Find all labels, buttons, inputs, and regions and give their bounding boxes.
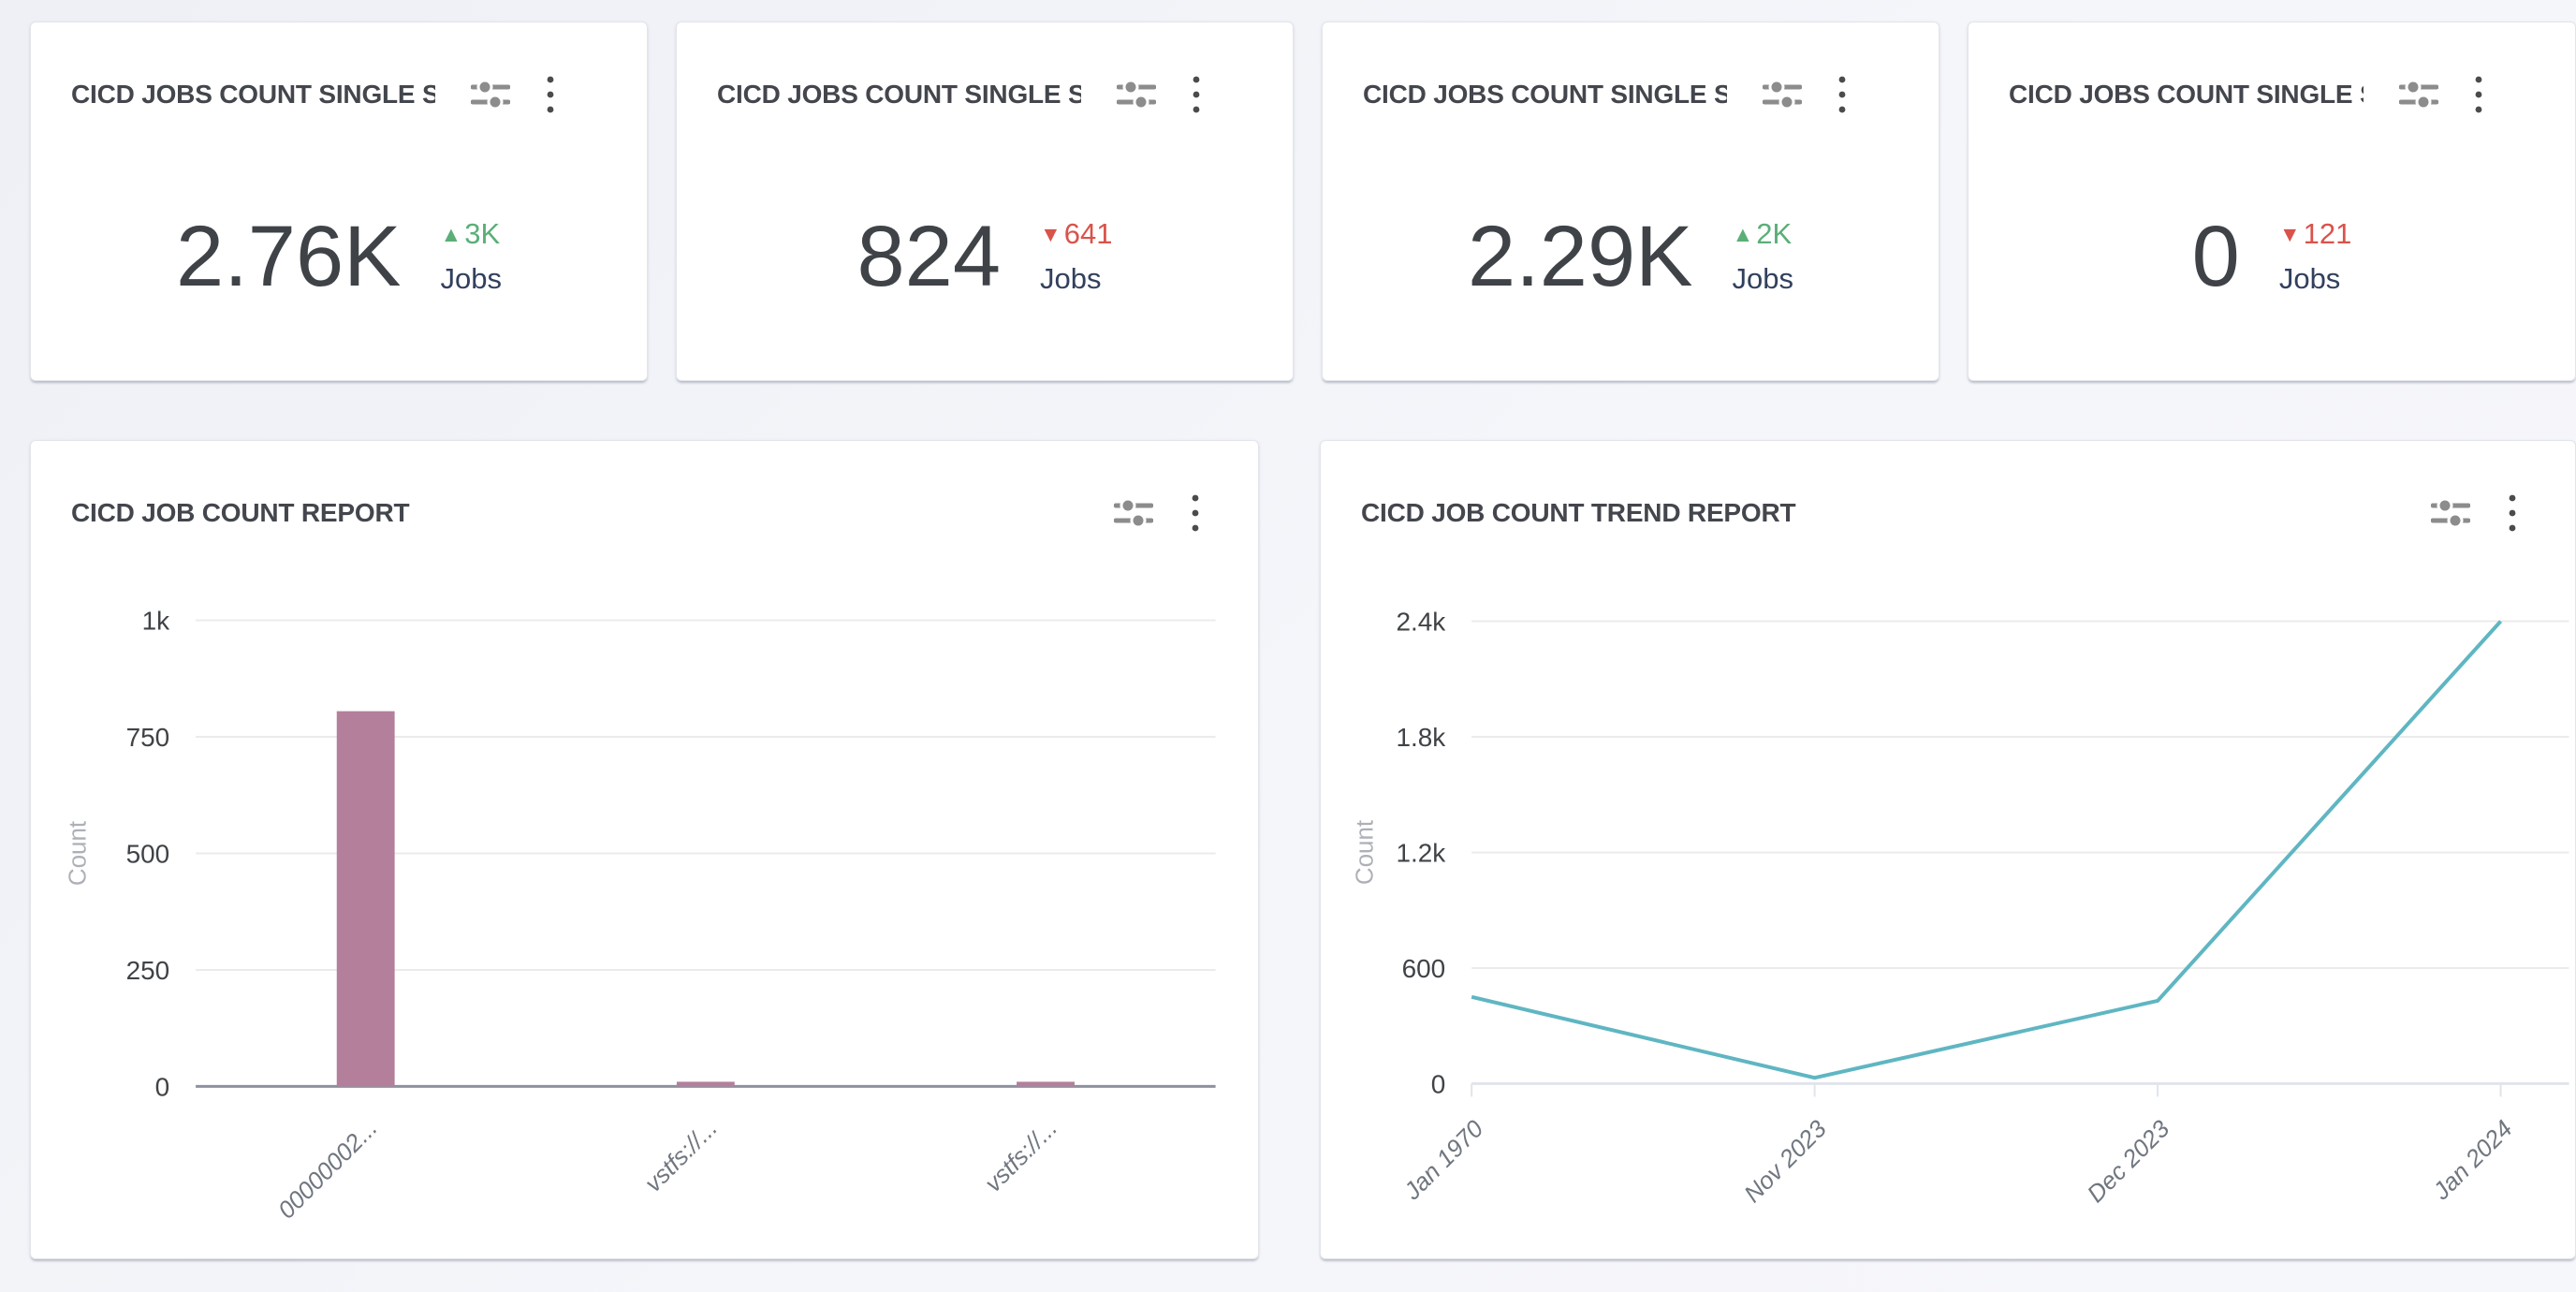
kebab-menu-icon[interactable] — [2508, 493, 2517, 533]
unit-label: Jobs — [2278, 262, 2341, 295]
line-chart: 0 600 1.2k 1.8k 2.4k Count Jan 1970 Nov 2023 Dec… — [1352, 608, 2569, 1208]
svg-text:Jan 2024: Jan 2024 — [2428, 1116, 2518, 1206]
svg-text:250: 250 — [126, 956, 170, 985]
kpi-card-1: CICD JOBS COUNT SINGLE S... 2.76K ▲ 3K Jo… — [30, 22, 648, 381]
bar-chart-card: CICD JOB COUNT REPORT 0 250 500 750 1k Count 0… — [30, 440, 1259, 1259]
line-chart-title: CICD JOB COUNT TREND REPORT — [1361, 498, 1796, 527]
kpi-card-1-body: 2.76K ▲ 3K Jobs — [31, 212, 647, 302]
kebab-menu-icon[interactable] — [1192, 75, 1201, 114]
svg-text:Jan 1970: Jan 1970 — [1398, 1115, 1488, 1205]
svg-text:1k: 1k — [142, 607, 170, 636]
svg-text:00000002...: 00000002... — [273, 1115, 383, 1225]
svg-text:Nov 2023: Nov 2023 — [1740, 1115, 1833, 1208]
svg-text:Dec 2023: Dec 2023 — [2083, 1115, 2175, 1208]
svg-text:750: 750 — [126, 723, 170, 752]
kebab-menu-icon[interactable] — [546, 75, 555, 114]
svg-text:0: 0 — [1431, 1069, 1446, 1098]
kpi-card-3-header: CICD JOBS COUNT SINGLE S... — [1323, 22, 1939, 114]
svg-text:vstfs://...: vstfs://... — [640, 1115, 723, 1197]
svg-text:0: 0 — [155, 1072, 170, 1101]
kebab-menu-icon[interactable] — [1837, 75, 1847, 114]
bar-chart-title: CICD JOB COUNT REPORT — [71, 498, 410, 527]
filter-sliders-icon[interactable] — [471, 77, 510, 112]
kebab-menu-icon[interactable] — [2474, 75, 2483, 114]
trend-delta: ▼ 641 — [1040, 217, 1113, 250]
svg-text:Count: Count — [65, 820, 91, 886]
filter-sliders-icon[interactable] — [1114, 495, 1153, 531]
trend-arrow-icon: ▲ — [440, 221, 462, 246]
svg-text:2.4k: 2.4k — [1396, 608, 1445, 637]
filter-sliders-icon[interactable] — [2399, 77, 2438, 112]
unit-label: Jobs — [1732, 262, 1793, 295]
trend-delta: ▼ 121 — [2278, 217, 2352, 250]
kpi-card-1-title: CICD JOBS COUNT SINGLE S... — [71, 80, 435, 109]
kpi-card-2-header: CICD JOBS COUNT SINGLE S... — [677, 22, 1293, 114]
svg-text:600: 600 — [1402, 954, 1446, 983]
svg-text:1.2k: 1.2k — [1396, 838, 1445, 867]
filter-sliders-icon[interactable] — [1117, 77, 1156, 112]
kpi-card-4-title: CICD JOBS COUNT SINGLE S... — [2009, 80, 2364, 109]
kpi-card-2-body: 824 ▼ 641 Jobs — [677, 212, 1293, 302]
kpi-value: 824 — [856, 209, 1002, 304]
kpi-card-3: CICD JOBS COUNT SINGLE S... 2.29K ▲ 2K Jo… — [1322, 22, 1939, 381]
trend-delta: ▲ 2K — [1732, 217, 1793, 250]
kpi-card-3-body: 2.29K ▲ 2K Jobs — [1323, 212, 1939, 302]
kebab-menu-icon[interactable] — [1191, 493, 1200, 533]
kpi-card-4: CICD JOBS COUNT SINGLE S... 0 ▼ 121 Jobs — [1968, 22, 2576, 381]
kpi-value: 2.76K — [176, 209, 402, 304]
svg-text:Count: Count — [1352, 819, 1378, 885]
kpi-card-3-title: CICD JOBS COUNT SINGLE S... — [1363, 80, 1727, 109]
unit-label: Jobs — [1040, 262, 1102, 295]
kpi-card-1-header: CICD JOBS COUNT SINGLE S... — [31, 22, 647, 114]
svg-text:vstfs://...: vstfs://... — [980, 1115, 1062, 1197]
trend-arrow-icon: ▼ — [1040, 221, 1061, 246]
trend-arrow-icon: ▼ — [2278, 221, 2301, 246]
svg-text:1.8k: 1.8k — [1396, 723, 1445, 752]
kpi-value: 2.29K — [1468, 209, 1693, 304]
filter-sliders-icon[interactable] — [1763, 77, 1802, 112]
kpi-card-4-header: CICD JOBS COUNT SINGLE S... — [1969, 22, 2575, 114]
trend-arrow-icon: ▲ — [1732, 221, 1754, 246]
kpi-value: 0 — [2191, 209, 2240, 304]
filter-sliders-icon[interactable] — [2431, 495, 2470, 531]
kpi-card-2: CICD JOBS COUNT SINGLE S... 824 ▼ 641 Job… — [676, 22, 1294, 381]
kpi-card-2-title: CICD JOBS COUNT SINGLE S... — [717, 80, 1081, 109]
bar-chart: 0 250 500 750 1k Count 00000002... vstfs://... v… — [65, 607, 1216, 1225]
line-chart-card: CICD JOB COUNT TREND REPORT 0 600 1.2k 1.8k… — [1320, 440, 2576, 1259]
svg-text:500: 500 — [126, 839, 170, 868]
kpi-card-4-body: 0 ▼ 121 Jobs — [1969, 212, 2575, 302]
unit-label: Jobs — [440, 262, 502, 295]
trend-delta: ▲ 3K — [440, 217, 501, 250]
